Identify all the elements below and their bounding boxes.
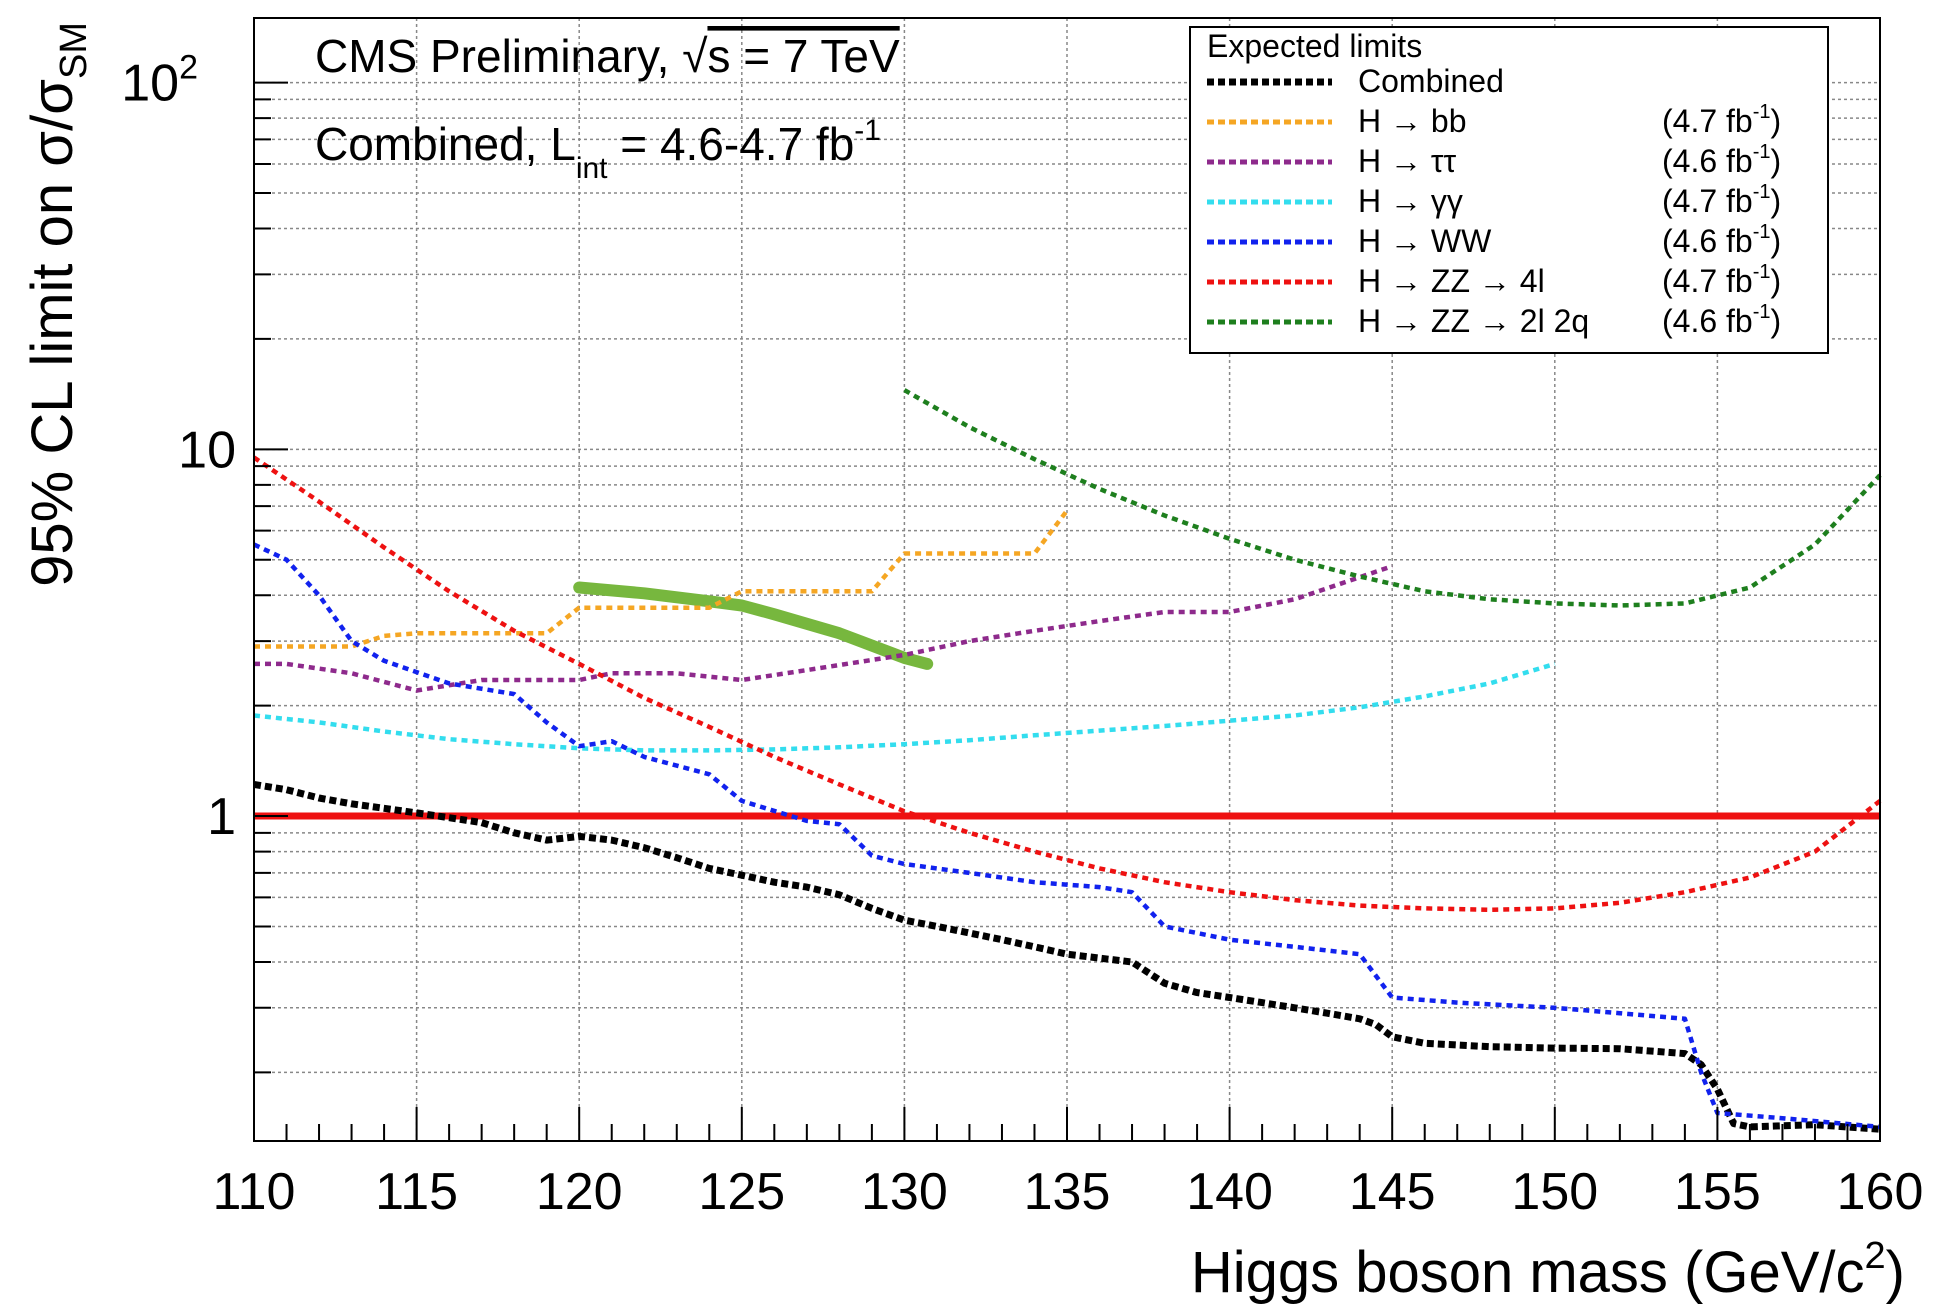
legend: Expected limits Combined H → bb (4.7 fb-1)…	[1189, 26, 1829, 354]
legend-entry-lumi: (4.7 fb-1)	[1662, 261, 1781, 299]
legend-entry-label: H → γγ	[1358, 183, 1463, 219]
legend-entry-label: H → ZZ → 2l 2q	[1358, 303, 1589, 339]
x-tick-label: 160	[1837, 1163, 1924, 1221]
legend-entries: Combined H → bb (4.7 fb-1) H → ττ (4.6 fb-1)…	[1207, 63, 1781, 339]
legend-entry-lumi: (4.6 fb-1)	[1662, 221, 1781, 259]
legend-entry-label: H → bb	[1358, 103, 1466, 139]
x-tick-label: 115	[375, 1163, 458, 1221]
legend-entry-lumi: (4.7 fb-1)	[1662, 101, 1781, 139]
legend-entry-label: H → ZZ → 4l	[1358, 263, 1545, 299]
series-line	[253, 542, 1881, 1130]
series-line	[253, 780, 1881, 1133]
x-tick-label: 135	[1024, 1163, 1111, 1221]
series-line	[254, 564, 1393, 693]
chart-title-line2: Combined, Lint = 4.6-4.7 fb-1	[315, 114, 881, 185]
x-tick-label: 110	[213, 1163, 296, 1221]
x-tick-label: 150	[1511, 1163, 1598, 1221]
x-tick-label: 120	[536, 1163, 623, 1221]
series-line	[252, 455, 1882, 913]
axis-ticks	[253, 81, 1881, 1141]
x-tick-label: 130	[861, 1163, 948, 1221]
chart-title-line1: CMS Preliminary, √s = 7 TeV	[315, 30, 900, 82]
x-tick-label: 140	[1186, 1163, 1273, 1221]
x-tick-label: 125	[698, 1163, 785, 1221]
legend-entry-lumi: (4.6 fb-1)	[1662, 301, 1781, 339]
band-group	[573, 581, 934, 670]
legend-entry-lumi: (4.6 fb-1)	[1662, 141, 1781, 179]
y-tick-label: 1	[207, 788, 236, 846]
legend-entry-label: H → ττ	[1358, 143, 1457, 179]
legend-title: Expected limits	[1207, 28, 1422, 64]
series-line	[254, 509, 1069, 649]
y-axis-label: 95% CL limit on σ/σSM	[20, 22, 95, 587]
y-tick-label: 10	[178, 421, 236, 479]
band-line	[573, 581, 934, 670]
legend-entry-label: Combined	[1358, 63, 1504, 99]
x-tick-label: 145	[1349, 1163, 1436, 1221]
series-group	[252, 388, 1882, 1133]
x-axis-label: Higgs boson mass (GeV/c2)	[1191, 1235, 1905, 1305]
y-tick-label: 102	[121, 49, 198, 113]
legend-entry-lumi: (4.7 fb-1)	[1662, 181, 1781, 219]
x-tick-label: 155	[1674, 1163, 1761, 1221]
legend-entry-label: H → WW	[1358, 223, 1492, 259]
series-line	[253, 661, 1556, 753]
